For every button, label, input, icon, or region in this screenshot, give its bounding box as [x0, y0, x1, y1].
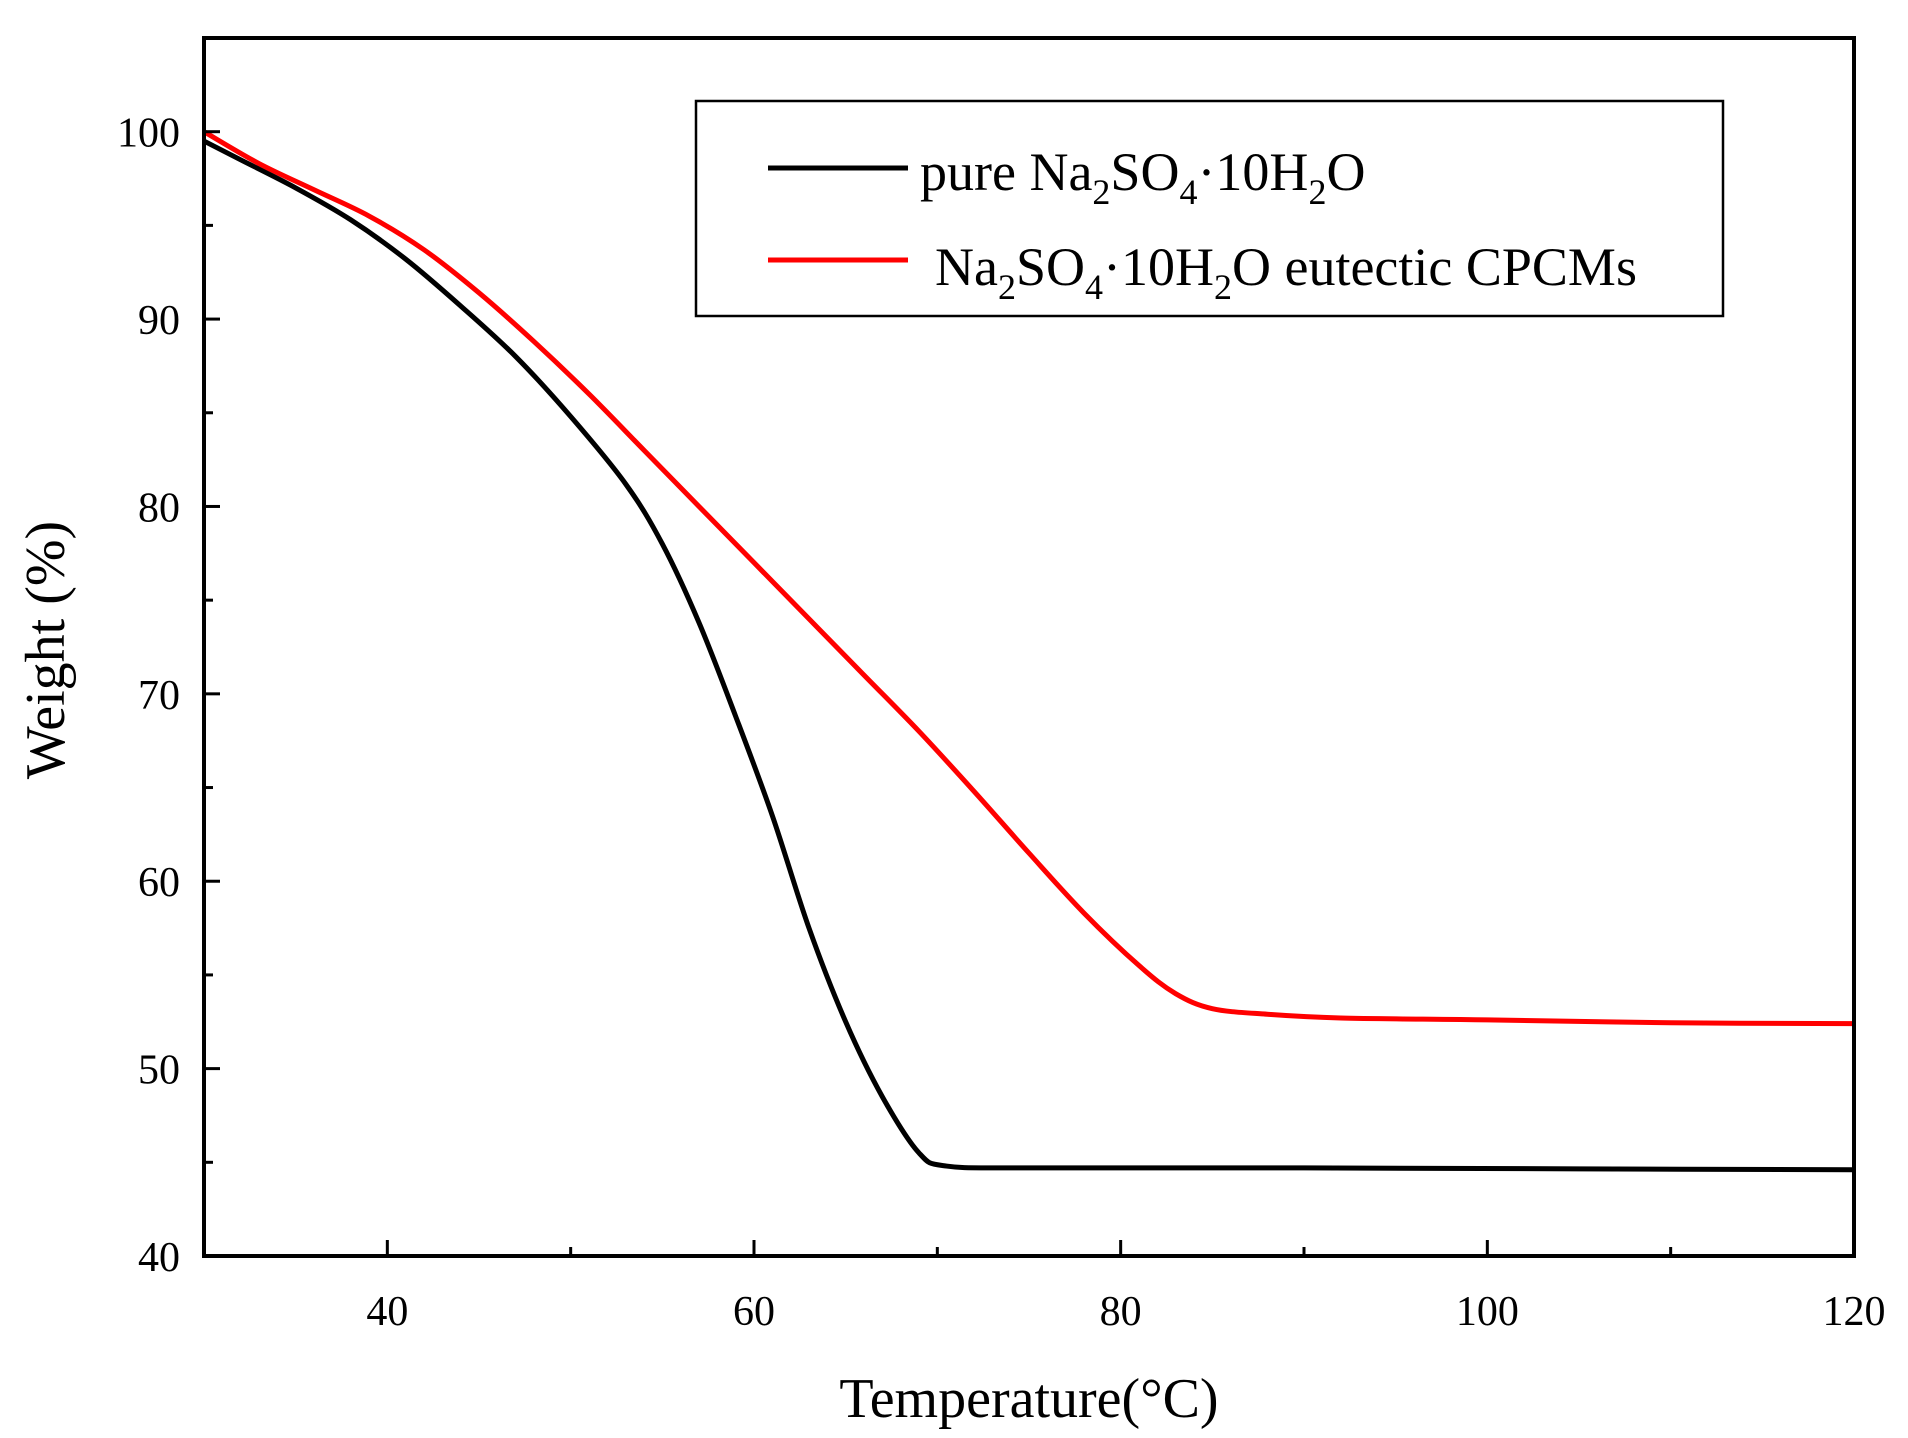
x-axis-label: Temperature(°C) [839, 1368, 1218, 1430]
axis-tick-labels: 40 60 80 100 120 40 50 60 70 80 90 100 [117, 111, 1886, 1335]
y-tick-label: 50 [138, 1048, 180, 1094]
legend-box [694, 99, 1725, 318]
series-line-0 [202, 138, 1855, 1173]
series-layer [202, 129, 1855, 1173]
y-tick-label: 80 [138, 485, 180, 531]
legend: pure Na2SO4·10H2O Na2SO4·10H2O eutectic … [694, 99, 1725, 318]
y-tick-label: 40 [138, 1235, 180, 1281]
plot-frame [202, 36, 1856, 1258]
y-tick-label: 70 [138, 673, 180, 719]
series-line-1 [202, 129, 1855, 1027]
y-tick-label: 90 [138, 298, 180, 344]
x-tick-label: 60 [733, 1289, 775, 1335]
y-tick-label: 60 [138, 860, 180, 906]
y-axis-label: Weight (%) [15, 521, 77, 779]
y-tick-label: 100 [117, 111, 180, 157]
x-tick-label: 100 [1456, 1289, 1519, 1335]
x-tick-label: 120 [1823, 1289, 1886, 1335]
x-tick-label: 40 [366, 1289, 408, 1335]
x-tick-label: 80 [1100, 1289, 1142, 1335]
legend-label-cpcm: Na2SO4·10H2O eutectic CPCMs [935, 237, 1637, 307]
legend-label-pure: pure Na2SO4·10H2O [920, 142, 1365, 212]
